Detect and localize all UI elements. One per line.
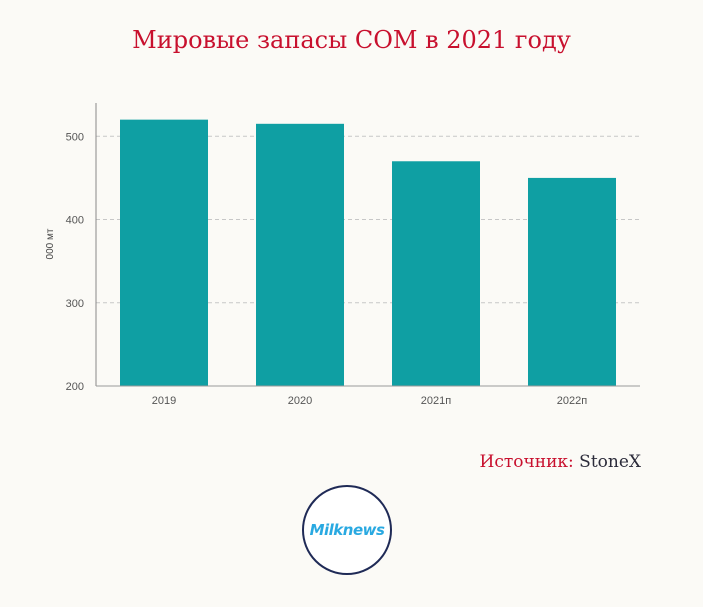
bar-2020	[256, 123, 344, 386]
labels-layer: 200 300 400 500 2019 2020 2021п 2022п 000 мт	[45, 131, 587, 407]
bars-layer	[120, 119, 616, 386]
y-tick-label: 500	[66, 131, 84, 143]
y-tick-label: 400	[66, 215, 84, 227]
y-tick-label: 300	[66, 298, 84, 310]
bar-2021п	[392, 161, 480, 386]
x-tick-label: 2021п	[421, 395, 451, 407]
y-tick-label: 200	[66, 381, 84, 393]
bar-2019	[120, 119, 208, 386]
source-note: Источник: StoneX	[480, 452, 641, 472]
x-tick-label: 2022п	[557, 395, 587, 407]
x-tick-label: 2019	[152, 395, 176, 407]
milknews-logo: Milknews	[302, 485, 392, 575]
chart-title: Мировые запасы СОМ в 2021 году	[132, 26, 571, 54]
axis-layer	[95, 103, 640, 387]
logo-text: Milknews	[309, 521, 385, 539]
y-axis-title: 000 мт	[45, 228, 56, 259]
bar-2022п	[528, 177, 616, 386]
x-tick-label: 2020	[288, 395, 312, 407]
source-label: Источник:	[479, 452, 574, 472]
source-value: StoneX	[579, 452, 641, 472]
